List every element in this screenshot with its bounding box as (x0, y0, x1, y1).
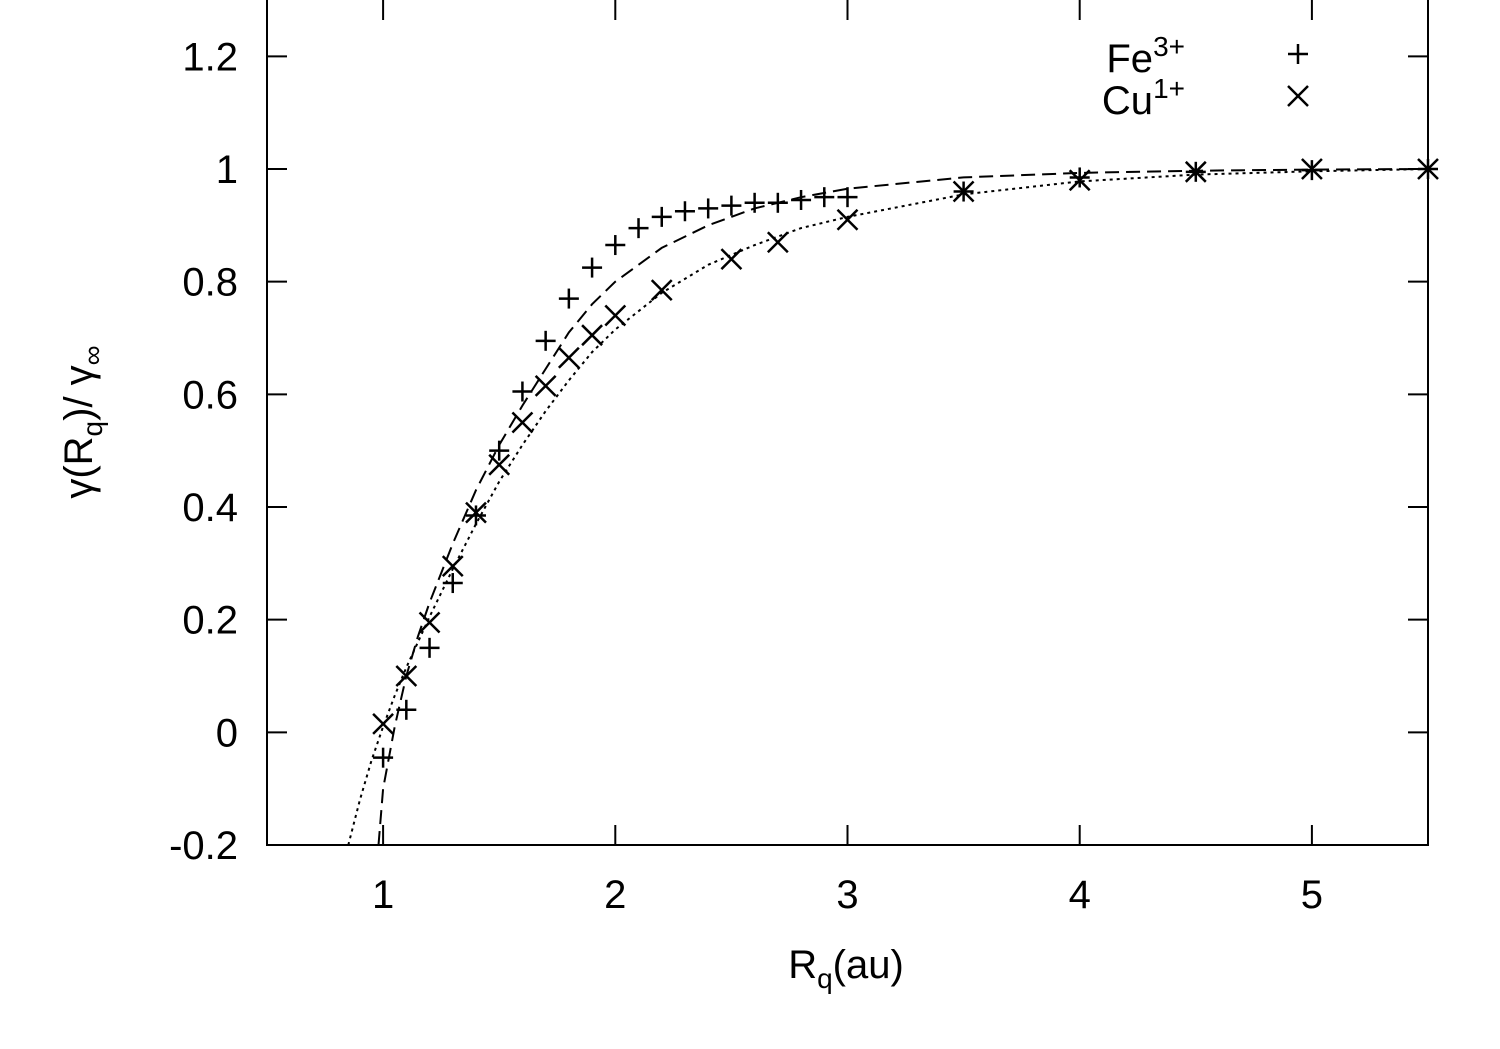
cross-stroke-b (441, 555, 464, 578)
y-tick-label: 0.8 (182, 261, 238, 305)
cross-stroke-b (372, 712, 394, 735)
dotted-fit-curve (347, 168, 1429, 846)
x-tick-label: 1 (372, 873, 394, 917)
plus-marker (582, 257, 603, 278)
y-axis-label: γ(Rq)/ γ∞ (57, 345, 108, 498)
cross-stroke-b (650, 279, 673, 302)
y-tick-label: 0.4 (182, 486, 238, 530)
cross-stroke-b (581, 324, 603, 347)
x-tick-label: 4 (1069, 873, 1091, 917)
cross-marker (511, 411, 534, 434)
cross-stroke-b (720, 248, 743, 271)
cross-stroke-b (418, 611, 441, 634)
plus-marker (1069, 167, 1090, 188)
cross-stroke-b (1184, 160, 1207, 183)
plot-frame (266, 0, 1429, 846)
cross-marker (418, 611, 441, 634)
x-axis-label: Rq(au) (788, 943, 904, 994)
cross-marker (441, 555, 464, 578)
cross-stroke-b (488, 453, 511, 476)
axis-ticks: 1 2 3 4 5 -0.2 0 0.2 0.4 0.6 0.8 1 1.2 (169, 0, 1428, 917)
legend-label-superscript: 3+ (1153, 31, 1185, 62)
plus-marker (628, 218, 649, 239)
cross-marker (650, 279, 673, 302)
cross-marker (836, 208, 859, 231)
data-markers (372, 158, 1439, 768)
plus-marker (674, 201, 695, 222)
legend: Fe3+Cu1+ (1102, 31, 1309, 123)
plus-marker (465, 505, 486, 526)
x-axis-label-sub: q (817, 963, 833, 994)
y-tick-label: 1.2 (182, 35, 238, 79)
y-tick-label: 0 (216, 711, 238, 755)
cross-marker (720, 248, 743, 271)
y-axis-label-sub2: ∞ (77, 345, 108, 365)
cross-marker (1068, 169, 1091, 192)
plus-marker (489, 440, 510, 461)
plus-marker (442, 573, 463, 594)
legend-label: Fe3+ (1106, 31, 1185, 81)
x-tick-label: 3 (836, 873, 858, 917)
dashed-fit-curve (377, 168, 1429, 846)
y-tick-label: 0.6 (182, 373, 238, 417)
cross-marker (1184, 160, 1207, 183)
legend-label: Cu1+ (1102, 73, 1185, 123)
cross-marker (766, 231, 789, 254)
plus-marker (721, 195, 742, 216)
cross-marker (534, 374, 557, 397)
plus-marker (837, 187, 858, 208)
x-tick-label: 5 (1301, 873, 1323, 917)
cross-stroke-b (1287, 85, 1309, 107)
legend-label-superscript: 1+ (1153, 73, 1185, 104)
cross-marker (395, 665, 418, 687)
cross-stroke-b (557, 346, 580, 369)
plus-marker (651, 206, 672, 227)
cross-marker (952, 180, 975, 203)
cross-stroke-b (1301, 158, 1323, 180)
cross-stroke-b (395, 665, 418, 687)
legend-label-name: Cu (1102, 79, 1153, 123)
cross-stroke-b (766, 231, 789, 254)
plus-marker (791, 189, 812, 210)
cross-marker (604, 304, 627, 327)
cross-stroke-b (952, 180, 975, 203)
x-tick-label: 2 (604, 873, 626, 917)
cross-marker (372, 712, 394, 735)
plus-marker (373, 747, 394, 768)
plus-marker (558, 288, 579, 309)
cross-marker (1301, 158, 1323, 180)
legend-cross-marker (1287, 85, 1309, 107)
x-axis-label-main: R (788, 943, 817, 987)
cross-marker (557, 346, 580, 369)
y-tick-label: -0.2 (169, 824, 238, 868)
cross-stroke-b (511, 411, 534, 434)
y-axis-label-sub1: q (77, 421, 108, 437)
plus-marker (767, 192, 788, 213)
x-axis-label-rest: (au) (833, 943, 904, 987)
y-tick-label: 1 (216, 148, 238, 192)
cross-marker (465, 501, 487, 524)
plus-marker (814, 187, 835, 208)
plus-marker (512, 381, 533, 402)
cross-stroke-b (465, 501, 487, 524)
cross-marker (581, 324, 603, 347)
plus-marker (535, 330, 556, 351)
cross-marker (488, 453, 511, 476)
fit-curves (347, 168, 1429, 846)
cross-stroke-b (1068, 169, 1091, 192)
y-axis-label-part2: )/ γ (57, 365, 101, 421)
legend-plus-marker (1288, 44, 1308, 64)
plus-marker (396, 699, 417, 720)
plus-marker (419, 637, 440, 658)
cross-stroke-b (534, 374, 557, 397)
legend-label-name: Fe (1106, 37, 1153, 81)
plus-marker (698, 198, 719, 219)
y-axis-label-part1: γ(R (57, 436, 101, 498)
y-tick-label: 0.2 (182, 599, 238, 643)
plus-marker (744, 192, 765, 213)
cross-stroke-b (604, 304, 627, 327)
plus-marker (605, 235, 626, 256)
cross-stroke-b (836, 208, 859, 231)
